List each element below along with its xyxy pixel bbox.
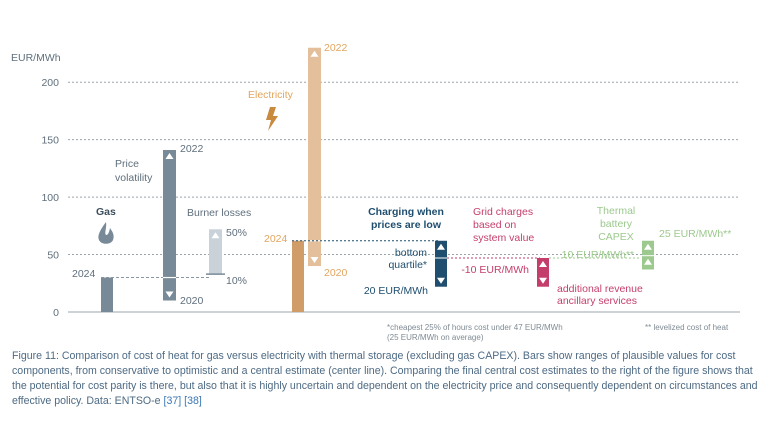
- charging-bar: [435, 240, 447, 287]
- volatility-low-year: 2020: [180, 295, 204, 307]
- y-axis-label: EUR/MWh: [11, 52, 61, 64]
- grid-charges-label-2: based on: [473, 219, 516, 231]
- grid-charges-note-2: ancillary services: [557, 295, 637, 307]
- burner-low-percent: 10%: [226, 275, 247, 287]
- battery-up-arrow-2: [644, 258, 652, 265]
- electricity-low-year: 2020: [324, 267, 348, 279]
- y-axis: 0 50 100 150 200 EUR/MWh: [11, 52, 61, 319]
- charging-up-arrow: [437, 243, 445, 250]
- charging-center-label-1: bottom: [395, 247, 427, 259]
- battery-label-1: Thermal: [597, 205, 636, 217]
- lightning-icon: [266, 107, 278, 131]
- figure-caption: Figure 11: Comparison of cost of heat fo…: [12, 349, 764, 409]
- grid-charges-center-label: -10 EUR/MWh: [461, 264, 529, 276]
- battery-center-label: 10 EUR/MWh**: [562, 249, 634, 261]
- gas-price-year-label: 2024: [72, 268, 96, 280]
- electricity-up-arrow: [310, 50, 319, 57]
- charging-center-label-2: quartile*: [388, 259, 427, 271]
- charging-label-1: Charging when: [368, 206, 444, 218]
- y-tick-label: 200: [41, 77, 59, 89]
- footnote-left-2: (25 EUR/MWh on average): [387, 333, 484, 342]
- grid-charges-bar: [537, 257, 549, 287]
- battery-up-arrow-1: [644, 243, 652, 250]
- y-tick-label: 150: [41, 135, 59, 147]
- battery-capex-bar: [642, 240, 654, 270]
- footnote-right: ** levelized cost of heat: [645, 323, 729, 332]
- battery-label-3: CAPEX: [598, 231, 634, 243]
- grid-charges-note-1: additional revenue: [557, 283, 643, 295]
- volatility-high-year: 2022: [180, 143, 204, 155]
- gridlines: [68, 81, 740, 313]
- battery-end-label: 25 EUR/MWh**: [659, 228, 731, 240]
- electricity-price-year-label: 2024: [264, 233, 288, 245]
- y-tick-label: 0: [53, 307, 59, 319]
- flame-icon: [98, 222, 114, 244]
- charging-label-2: prices are low: [371, 219, 442, 231]
- grid-charges-label-1: Grid charges: [473, 206, 533, 218]
- price-volatility-bar: [163, 149, 176, 301]
- reference-38[interactable]: [38]: [184, 395, 202, 407]
- gas-title: Gas: [96, 206, 116, 218]
- burner-losses-label: Burner losses: [187, 207, 251, 219]
- electricity-range-bar: [308, 47, 321, 267]
- grid-charges-down-arrow: [539, 277, 547, 284]
- y-tick-label: 50: [47, 250, 59, 262]
- burner-losses-bar: [209, 229, 222, 275]
- volatility-down-arrow: [165, 291, 174, 298]
- burner-high-percent: 50%: [226, 227, 247, 239]
- caption-text: Figure 11: Comparison of cost of heat fo…: [12, 350, 758, 407]
- electricity-down-arrow: [310, 257, 319, 264]
- grid-charges-up-arrow: [539, 260, 547, 267]
- electricity-price-bar: [292, 240, 304, 312]
- cost-comparison-chart: 0 50 100 150 200 EUR/MWh Gas 2024 Price volatili…: [11, 42, 740, 342]
- y-tick-label: 100: [41, 192, 59, 204]
- chart-labels: Gas 2024 Price volatility 2022 2020 Burner los…: [72, 42, 731, 342]
- reference-37[interactable]: [37]: [163, 395, 182, 407]
- grid-charges-label-3: system value: [473, 232, 534, 244]
- charging-down-arrow: [437, 277, 445, 284]
- volatility-up-arrow: [165, 152, 174, 159]
- electricity-title: Electricity: [248, 89, 294, 101]
- gas-price-bar: [101, 277, 113, 312]
- charging-end-label: 20 EUR/MWh: [364, 285, 428, 297]
- battery-label-2: battery: [600, 218, 633, 230]
- price-volatility-label-2: volatility: [115, 172, 153, 184]
- burner-up-arrow: [211, 232, 220, 239]
- chart-marks: [98, 47, 654, 312]
- electricity-high-year: 2022: [324, 42, 348, 54]
- price-volatility-label-1: Price: [115, 158, 139, 170]
- footnote-left-1: *cheapest 25% of hours cost under 47 EUR…: [387, 323, 563, 332]
